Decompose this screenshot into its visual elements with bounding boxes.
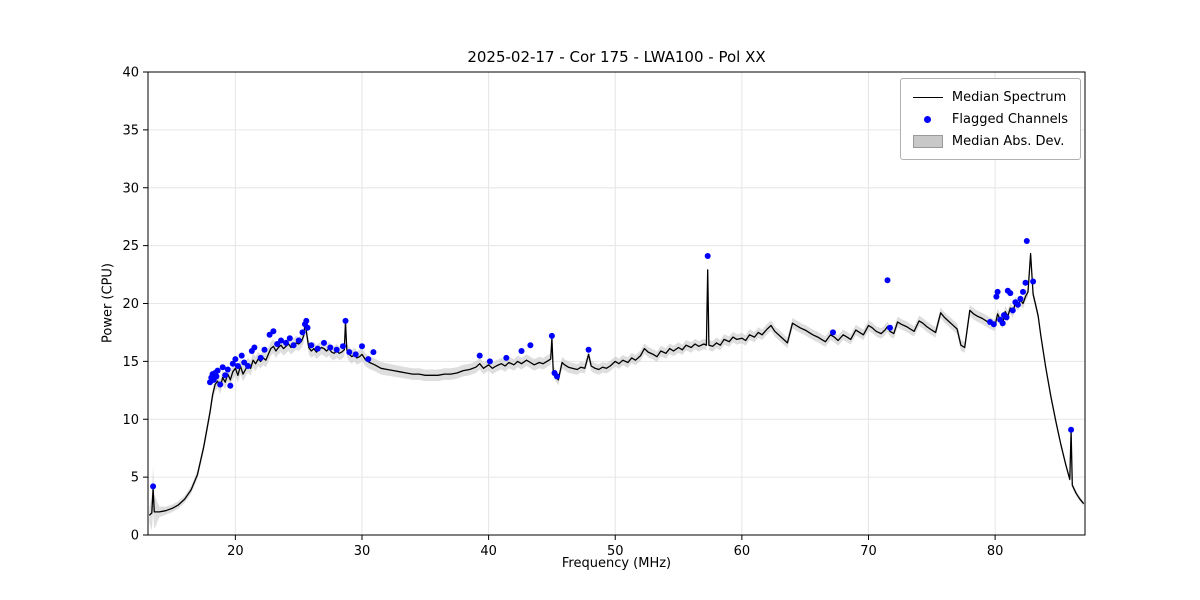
flagged-channel-dot <box>884 277 891 284</box>
y-axis-label: Power (CPU) <box>100 262 116 344</box>
median-line-sample-icon <box>912 96 943 98</box>
flagged-channel-dot <box>214 367 221 374</box>
chart-title: 2025-02-17 - Cor 175 - LWA100 - Pol XX <box>467 48 766 66</box>
flagged-dot-sample-icon <box>913 115 943 123</box>
legend-item-median-abs-dev: Median Abs. Dev. <box>912 130 1068 152</box>
flagged-channel-dot <box>286 335 293 342</box>
y-tick-label: 5 <box>131 471 139 486</box>
flagged-channel-dot <box>990 321 997 328</box>
flagged-channel-dot <box>1009 307 1016 314</box>
x-tick-label: 20 <box>227 544 244 559</box>
x-tick-label: 60 <box>734 544 751 559</box>
flagged-channel-dot <box>830 329 836 336</box>
flagged-channel-dot <box>314 345 321 352</box>
x-tick-label: 30 <box>354 544 371 559</box>
flagged-channel-dot <box>238 352 245 359</box>
legend-label-median-abs-dev: Median Abs. Dev. <box>951 133 1065 149</box>
flagged-channel-dot <box>245 363 251 369</box>
flagged-channel-dot <box>213 373 220 380</box>
flagged-channel-dot <box>476 352 483 359</box>
flagged-channel-dot <box>274 341 281 347</box>
flagged-channel-dot <box>150 483 157 490</box>
flagged-channel-dot <box>503 354 510 361</box>
flagged-channel-dot <box>1014 301 1021 308</box>
flagged-channel-dot <box>266 331 273 338</box>
flagged-channel-dot <box>518 348 525 354</box>
flagged-channel-dot <box>342 317 349 324</box>
flagged-channel-dot <box>486 358 493 365</box>
flagged-channel-dot <box>993 293 1000 300</box>
flagged-channel-dot <box>308 342 315 349</box>
flagged-channel-dot <box>219 364 226 371</box>
flagged-channel-dot <box>1022 279 1029 286</box>
mad-patch-sample-icon <box>912 134 943 148</box>
flagged-channel-dot <box>585 346 592 353</box>
flagged-channel-dot <box>554 373 560 380</box>
y-tick-label: 15 <box>122 355 139 370</box>
flagged-channel-dot <box>1020 288 1026 295</box>
legend-item-flagged-channels: Flagged Channels <box>913 108 1068 130</box>
flagged-channel-dot <box>527 342 534 349</box>
flagged-channel-dot <box>359 343 365 350</box>
legend-label-median-spectrum: Median Spectrum <box>951 89 1067 105</box>
flagged-channel-dot <box>232 356 239 363</box>
flagged-channel-dot <box>999 320 1006 327</box>
x-tick-label: 50 <box>607 544 624 559</box>
flagged-channel-dot <box>290 342 297 349</box>
flagged-channel-dot <box>283 339 289 346</box>
flagged-channel-dot <box>352 351 359 358</box>
flagged-channel-dot <box>1003 314 1010 321</box>
flagged-channel-dot <box>1030 278 1037 285</box>
flagged-channel-dot <box>257 354 264 361</box>
flagged-channel-dot <box>222 372 229 379</box>
flagged-channel-dot <box>370 349 377 356</box>
flagged-channel-dot <box>327 344 334 351</box>
median-spectrum-line <box>148 253 1085 516</box>
y-tick-label: 30 <box>122 181 139 196</box>
flagged-channel-dot <box>1023 238 1030 244</box>
y-tick-label: 25 <box>122 239 139 254</box>
flagged-channel-dot <box>340 343 346 350</box>
flagged-channel-dot <box>224 366 231 373</box>
flagged-channel-dot <box>261 346 268 353</box>
flagged-channel-dot <box>217 381 224 388</box>
mad-band <box>149 249 1084 531</box>
flagged-channel-dot <box>548 332 555 339</box>
flagged-channel-dot <box>234 363 241 369</box>
flagged-channel-dot <box>887 324 893 331</box>
flagged-channel-dot <box>251 344 258 351</box>
flagged-channel-dot <box>333 346 340 353</box>
flagged-channel-dot <box>295 337 302 344</box>
legend-item-median-spectrum: Median Spectrum <box>912 86 1068 108</box>
flagged-channel-dot <box>241 359 248 366</box>
flagged-channel-dot <box>365 356 372 363</box>
flagged-channel-dot <box>704 253 711 259</box>
flagged-channel-dot <box>229 360 236 367</box>
flagged-channel-dot <box>278 337 284 344</box>
y-tick-label: 35 <box>122 123 139 138</box>
y-tick-label: 10 <box>122 413 139 428</box>
flagged-channel-dot <box>299 329 306 336</box>
flagged-channel-dot <box>321 339 327 346</box>
flagged-channel-dot <box>227 382 234 389</box>
x-tick-label: 70 <box>860 544 877 559</box>
legend: Median Spectrum Flagged Channels Median … <box>899 78 1081 160</box>
flagged-channel-dot <box>304 324 311 331</box>
flagged-channel-dot <box>346 349 353 356</box>
x-tick-label: 80 <box>987 544 1004 559</box>
y-tick-label: 40 <box>122 66 139 81</box>
flagged-channel-dot <box>994 288 1001 295</box>
y-tick-label: 0 <box>131 529 139 544</box>
flagged-channel-dot <box>1068 426 1075 433</box>
legend-label-flagged-channels: Flagged Channels <box>951 111 1068 127</box>
y-tick-label: 20 <box>122 297 139 312</box>
flagged-channel-dot <box>1007 290 1014 297</box>
x-tick-label: 40 <box>480 544 497 559</box>
flagged-channel-dot <box>1017 295 1024 302</box>
flagged-channel-dot <box>270 328 277 335</box>
flagged-channel-dot <box>303 317 310 324</box>
x-axis-label: Frequency (MHz) <box>561 556 672 571</box>
